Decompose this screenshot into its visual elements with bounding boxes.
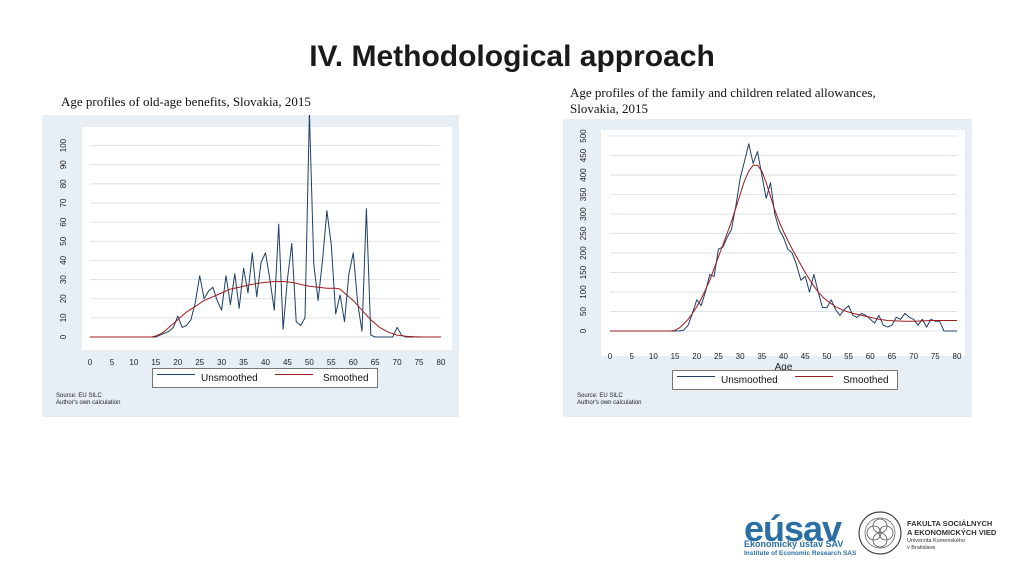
left-x-tick-label: 65 (371, 358, 380, 367)
right-x-tick-label: 25 (714, 352, 723, 361)
left-x-tick-label: 15 (151, 358, 160, 367)
university-line: Univerzita Komenského (907, 538, 966, 544)
left-x-tick-label: 60 (349, 358, 358, 367)
right-y-tick-label: 200 (579, 246, 588, 260)
source-line: Source: EU SILC (56, 393, 102, 399)
legend-label-smoothed: Smoothed (843, 375, 889, 386)
left-y-tick-label: 0 (59, 334, 68, 339)
left-x-tick-label: 70 (393, 358, 402, 367)
right-x-tick-label: 60 (866, 352, 875, 361)
left-y-tick-label: 90 (59, 160, 68, 169)
left-series-unsmoothed-line (90, 115, 441, 338)
left-legend: Unsmoothed Smoothed (152, 368, 378, 388)
right-y-tick-label: 0 (579, 328, 588, 333)
left-x-tick-label: 30 (217, 358, 226, 367)
right-y-tick-label: 300 (579, 207, 588, 221)
right-x-tick-label: 5 (629, 352, 634, 361)
right-y-tick-label: 250 (579, 226, 588, 240)
right-caption-line: Age profiles of the family and children … (570, 85, 876, 100)
legend-label-unsmoothed: Unsmoothed (721, 375, 778, 386)
left-x-tick-label: 75 (415, 358, 424, 367)
left-y-tick-label: 10 (59, 313, 68, 322)
right-chart-caption: Age profiles of the family and children … (570, 85, 876, 117)
left-chart-panel: 0 10 20 30 40 50 60 70 80 90 100 0 5 10 15 20 25 30 35 40 45… (42, 115, 459, 417)
right-series-unsmoothed-line (610, 143, 957, 332)
university-text: Univerzita Komenského v Bratislave (907, 538, 965, 551)
right-x-tick-label: 55 (844, 352, 853, 361)
right-x-tick-label: 20 (692, 352, 701, 361)
left-x-tick-label: 0 (88, 358, 93, 367)
eusav-name-en: Institute of Economic Research SAS (744, 550, 857, 557)
left-x-tick-label: 35 (239, 358, 248, 367)
legend-swatch-unsmoothed (157, 374, 195, 375)
left-y-tick-label: 30 (59, 275, 68, 284)
left-source-note: Source: EU SILC Author's own calculation (56, 393, 121, 407)
left-y-tick-label: 20 (59, 294, 68, 303)
legend-label-unsmoothed: Unsmoothed (201, 373, 258, 384)
right-y-tick-label: 150 (579, 265, 588, 279)
right-x-tick-label: 45 (801, 352, 810, 361)
source-line: Author's own calculation (56, 400, 121, 406)
left-y-tick-label: 70 (59, 198, 68, 207)
left-y-tick-label: 100 (59, 138, 68, 152)
left-x-tick-label: 5 (110, 358, 115, 367)
faculty-emblem-icon (858, 511, 902, 555)
left-x-tick-label: 25 (195, 358, 204, 367)
left-chart-caption: Age profiles of old-age benefits, Slovak… (61, 94, 311, 109)
right-y-tick-label: 50 (579, 307, 588, 316)
right-x-tick-label: 10 (649, 352, 658, 361)
right-x-tick-label: 50 (822, 352, 831, 361)
legend-swatch-smoothed (275, 374, 313, 375)
faculty-name-line: A EKONOMICKÝCH VIED (907, 528, 997, 537)
left-y-tick-label: 80 (59, 179, 68, 188)
right-series-smoothed-line (610, 164, 957, 332)
right-y-tick-label: 350 (579, 187, 588, 201)
right-y-tick-label: 400 (579, 168, 588, 182)
eusav-name: Ekonomický ústav SAV (744, 539, 844, 549)
right-legend: Unsmoothed Smoothed (672, 370, 898, 390)
right-source-note: Source: EU SILC Author's own calculation (577, 393, 642, 407)
right-x-tick-label: 0 (608, 352, 613, 361)
right-x-tick-label: 35 (757, 352, 766, 361)
left-x-tick-label: 50 (305, 358, 314, 367)
eusav-logo-text: Ekonomický ústav SAV Institute of Econom… (744, 539, 856, 559)
source-line: Source: EU SILC (577, 393, 623, 399)
right-x-tick-label: 65 (887, 352, 896, 361)
right-chart-panel: 0 50 100 150 200 250 300 350 400 450 500 0 5 10 15 20 25… (563, 119, 972, 417)
left-x-tick-label: 55 (327, 358, 336, 367)
right-x-tick-label: 80 (953, 352, 962, 361)
left-y-tick-label: 50 (59, 236, 68, 245)
right-x-tick-label: 75 (931, 352, 940, 361)
source-line: Author's own calculation (577, 400, 642, 406)
left-x-tick-label: 20 (173, 358, 182, 367)
left-y-tick-label: 60 (59, 217, 68, 226)
left-x-tick-label: 80 (437, 358, 446, 367)
left-plot-area (82, 127, 452, 350)
left-x-tick-label: 45 (283, 358, 292, 367)
right-y-tick-label: 500 (579, 129, 588, 143)
legend-swatch-unsmoothed (677, 376, 715, 377)
legend-label-smoothed: Smoothed (323, 373, 369, 384)
left-x-tick-label: 40 (261, 358, 270, 367)
university-line: v Bratislave (907, 544, 936, 551)
right-y-tick-label: 100 (579, 285, 588, 299)
right-y-tick-label: 450 (579, 148, 588, 162)
left-y-tick-label: 40 (59, 255, 68, 264)
right-x-axis-title: Age (775, 362, 793, 373)
left-series-smoothed-line (90, 281, 441, 338)
right-x-tick-label: 70 (909, 352, 918, 361)
right-caption-line: Slovakia, 2015 (570, 101, 648, 116)
right-chart-svg: 0 50 100 150 200 250 300 350 400 450 500 0 5 10 15 20 25… (579, 129, 962, 373)
right-x-tick-label: 40 (779, 352, 788, 361)
faculty-logo-text: FAKULTA SOCIÁLNYCH A EKONOMICKÝCH VIED (907, 519, 996, 537)
right-plot-area (601, 130, 965, 356)
legend-swatch-smoothed (795, 376, 833, 377)
eusav-logo: eúsav (744, 508, 842, 549)
right-x-tick-label: 15 (671, 352, 680, 361)
left-x-tick-label: 10 (129, 358, 138, 367)
faculty-name-line: FAKULTA SOCIÁLNYCH (907, 519, 993, 528)
slide-title: IV. Methodological approach (309, 40, 715, 73)
right-x-tick-label: 30 (736, 352, 745, 361)
left-chart-svg: 0 10 20 30 40 50 60 70 80 90 100 0 5 10 15 20 25 30 35 40 45… (59, 115, 446, 379)
